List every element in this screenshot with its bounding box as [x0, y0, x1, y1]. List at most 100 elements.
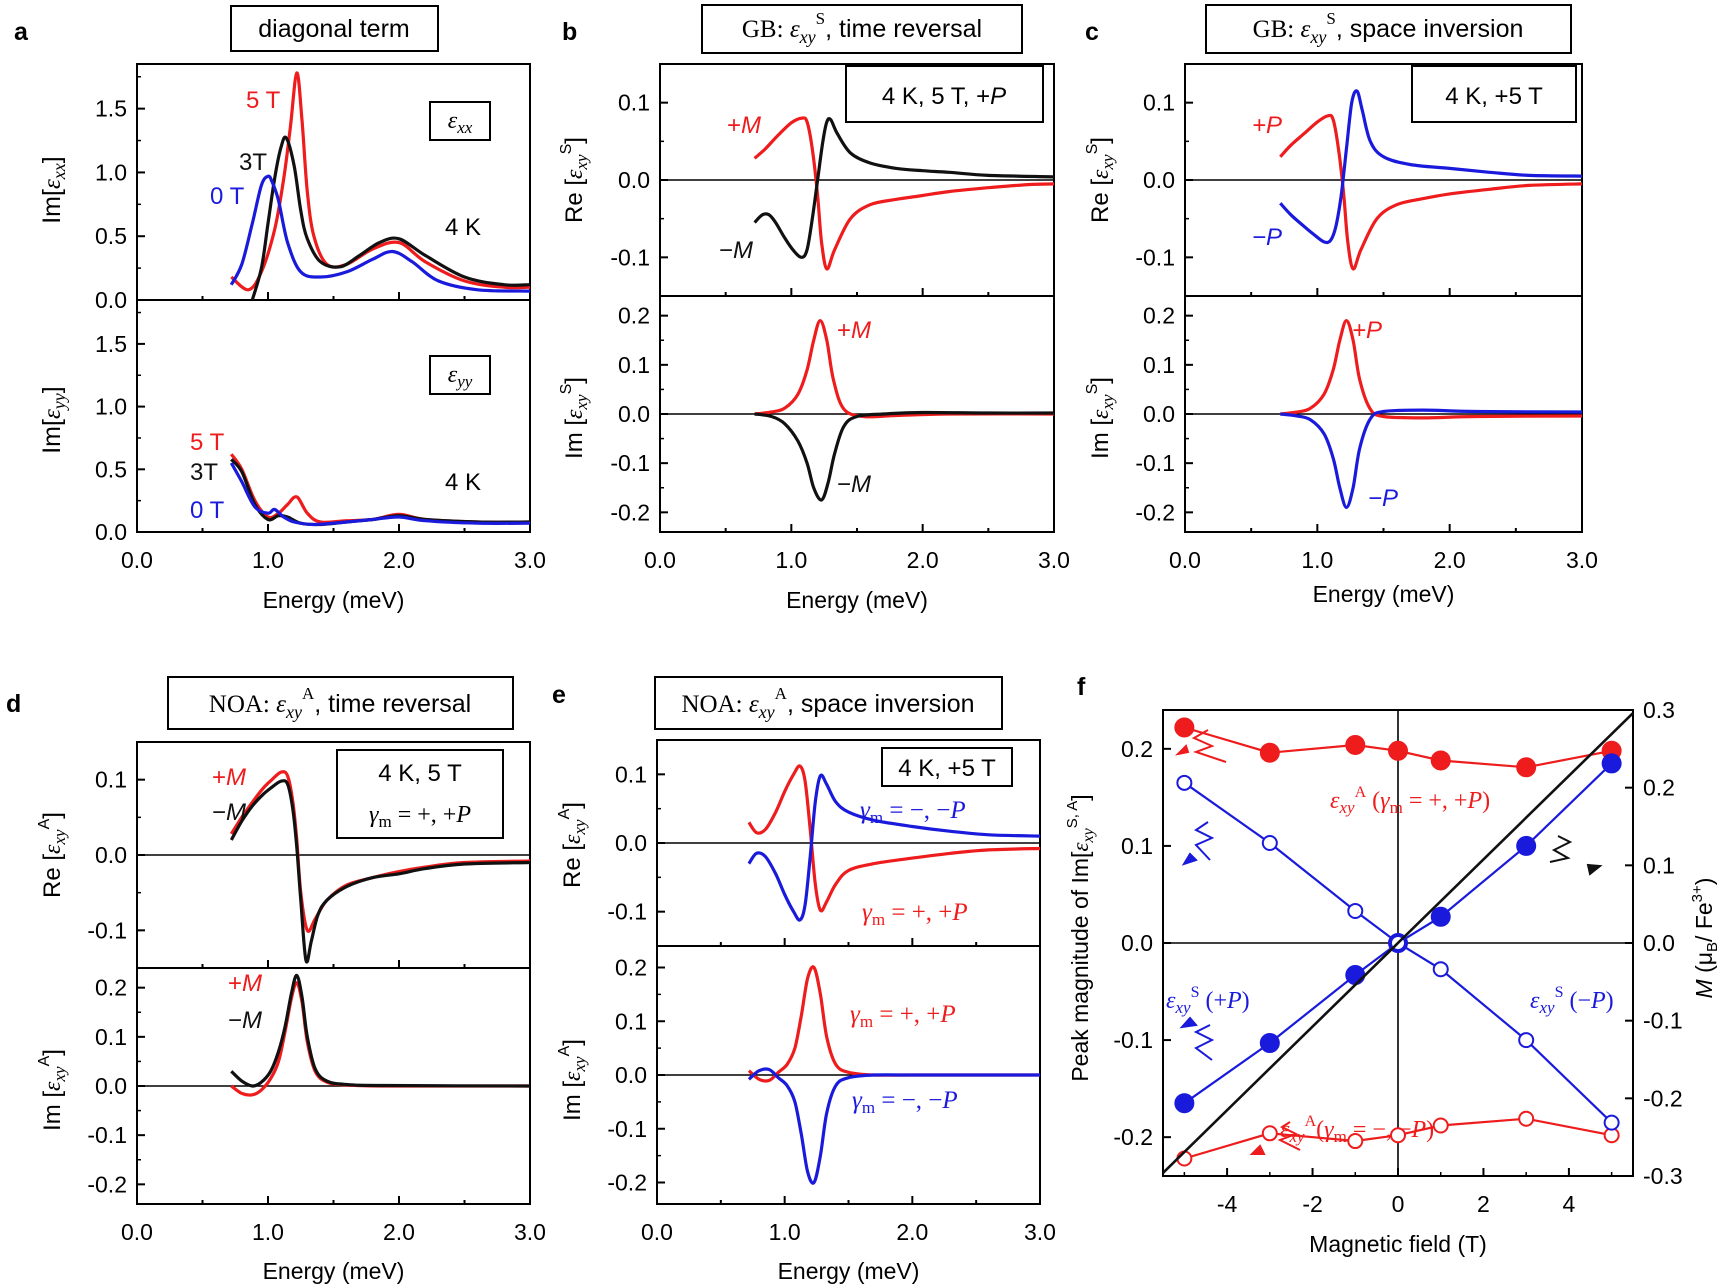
series-layer — [229, 71, 1634, 1185]
f-pointer-blue-upper — [1194, 821, 1215, 861]
e-sub1-ytick-label: -0.2 — [607, 1170, 647, 1196]
e-xtick-label: 3.0 — [1024, 1219, 1056, 1245]
d-xlabel: Energy (meV) — [263, 1258, 405, 1284]
b-label-plusM-top: +M — [727, 112, 761, 139]
f-point-0 — [1174, 717, 1195, 738]
c-label-minusP-bottom: −P — [1368, 485, 1398, 512]
d-sub1-ytick-label: -0.1 — [87, 1122, 127, 1148]
b-series-1-0 — [754, 319, 1055, 419]
title-e: NOA: εxyA, space inversion — [681, 684, 974, 722]
f-point-0 — [1388, 740, 1408, 761]
f-xtick-label: 2 — [1477, 1191, 1490, 1217]
a-sub1-ytick-label: 1.5 — [95, 331, 127, 357]
c-sub0-ytick-label: -0.1 — [1135, 244, 1175, 270]
d-sub1-ytick-label: 0.0 — [95, 1073, 127, 1099]
d-label-minusM-top: −M — [212, 799, 246, 826]
c-xtick-label: 2.0 — [1434, 547, 1466, 573]
c-xtick-label: 1.0 — [1301, 547, 1333, 573]
c-label-plusP-top: +P — [1252, 112, 1282, 139]
f-ylabel-left: Peak magnitude of Im[εxyS, A] — [1064, 794, 1097, 1081]
f-label-A-minus: εxyA(γm = −, −P) — [1280, 1113, 1434, 1146]
panel-letter-f: f — [1077, 673, 1086, 701]
f-pointer-blue-lower-head — [1179, 1016, 1198, 1029]
c-condition-box — [1411, 65, 1577, 123]
f-point-1 — [1518, 1110, 1535, 1127]
f-ytick-right-label: 0.2 — [1643, 775, 1675, 801]
d-series-1-1 — [230, 973, 531, 1088]
e-label-minus-bottom: γm = −, −P — [852, 1087, 958, 1117]
f-point-1 — [1432, 1117, 1449, 1134]
f-ytick-left-label: 0.2 — [1121, 736, 1153, 762]
panel-letter-c: c — [1085, 18, 1099, 46]
f-pointer-red-bottom — [1277, 1121, 1301, 1151]
c-label-plusP-bottom: +P — [1352, 317, 1382, 344]
e-xlabel: Energy (meV) — [778, 1258, 920, 1284]
f-point-2 — [1174, 1093, 1195, 1114]
f-point-2 — [1601, 753, 1622, 774]
title-c: GB: εxyS, space inversion — [1253, 9, 1524, 47]
c-ylabel-bottom: Im [εxyS] — [1084, 377, 1117, 459]
f-point-3 — [1432, 961, 1449, 978]
a-sub0-ytick-label: 0.5 — [95, 223, 127, 249]
c-series-0-1 — [1279, 89, 1583, 245]
b-xtick-label: 2.0 — [907, 547, 939, 573]
c-xtick-label: 3.0 — [1566, 547, 1598, 573]
a-sub1-ytick-label: 0.5 — [95, 456, 127, 482]
d-sub0-ytick-label: -0.1 — [87, 917, 127, 943]
e-xtick-label: 0.0 — [641, 1219, 673, 1245]
f-series-line-4 — [1162, 712, 1634, 1174]
e-ylabel-bottom: Im [εxyA] — [556, 1039, 589, 1121]
d-xtick-label: 3.0 — [514, 1219, 546, 1245]
c-xlabel: Energy (meV) — [1313, 581, 1455, 607]
c-sub1-ytick-label: 0.0 — [1143, 401, 1175, 427]
e-label-plus-top: γm = +, +P — [862, 899, 968, 929]
f-pointer-blue-upper-head — [1181, 852, 1198, 866]
d-condition-line1: 4 K, 5 T — [378, 760, 462, 787]
text-layer: a b c d e f diagonal term GB: εxyS, time… — [6, 4, 1721, 1146]
b-series-1-1 — [754, 410, 1055, 502]
d-sub1-ytick-label: -0.2 — [87, 1171, 127, 1197]
f-xtick-label: -4 — [1217, 1191, 1238, 1217]
f-ytick-left-label: 0.1 — [1121, 833, 1153, 859]
e-sub1-ytick-label: 0.0 — [615, 1062, 647, 1088]
f-point-3 — [1603, 1114, 1620, 1131]
d-label-minusM-bottom: −M — [228, 1007, 262, 1034]
a-note-4K-top: 4 K — [445, 214, 481, 241]
panel-letter-e: e — [552, 681, 566, 709]
f-pointer-black-head — [1586, 863, 1603, 876]
b-ylabel-bottom: Im [εxyS] — [558, 377, 591, 459]
a-sub0-ytick-label: 0.0 — [95, 287, 127, 313]
e-ylabel-top: Re [εxyA] — [556, 802, 589, 888]
d-label-plusM-bottom: +M — [228, 970, 262, 997]
a-xlabel: Energy (meV) — [263, 587, 405, 613]
f-xtick-label: 0 — [1392, 1191, 1405, 1217]
e-label-plus-bottom: γm = +, +P — [850, 1001, 956, 1031]
a-series-0-1 — [250, 135, 531, 301]
f-point-1 — [1261, 1125, 1278, 1142]
b-sub1-ytick-label: 0.1 — [618, 352, 650, 378]
e-series-0-1 — [747, 773, 1041, 922]
b-sub1-ytick-label: -0.1 — [610, 450, 650, 476]
e-sub1-ytick-label: 0.1 — [615, 1008, 647, 1034]
title-box-c — [1205, 4, 1572, 54]
f-xtick-label: 4 — [1563, 1191, 1576, 1217]
f-label-S-minus: εxyS (−P) — [1530, 984, 1614, 1017]
f-label-S-plus: εxyS (+P) — [1166, 984, 1250, 1017]
c-ylabel-top: Re [εxyS] — [1084, 137, 1117, 223]
f-point-1 — [1390, 1127, 1406, 1144]
b-label-plusM-bottom: +M — [837, 317, 871, 344]
e-condition-box — [881, 747, 1013, 787]
a-badge-exx — [429, 101, 491, 141]
title-box-b — [701, 4, 1023, 54]
f-label-A-plus: εxyA (γm = +, +P) — [1330, 784, 1490, 817]
a-badge-exx-text: εxx — [448, 108, 473, 137]
b-condition-box — [845, 65, 1044, 123]
f-point-0 — [1259, 742, 1280, 763]
panel-letter-b: b — [562, 18, 577, 46]
f-ytick-right-label: -0.1 — [1643, 1008, 1683, 1034]
a-sub0-frame — [136, 63, 531, 301]
a-note-4K-bottom: 4 K — [445, 469, 481, 496]
d-sub1-ytick-label: 0.2 — [95, 975, 127, 1001]
a-xtick-label: 0.0 — [121, 547, 153, 573]
b-label-minusM-bottom: −M — [837, 471, 871, 498]
